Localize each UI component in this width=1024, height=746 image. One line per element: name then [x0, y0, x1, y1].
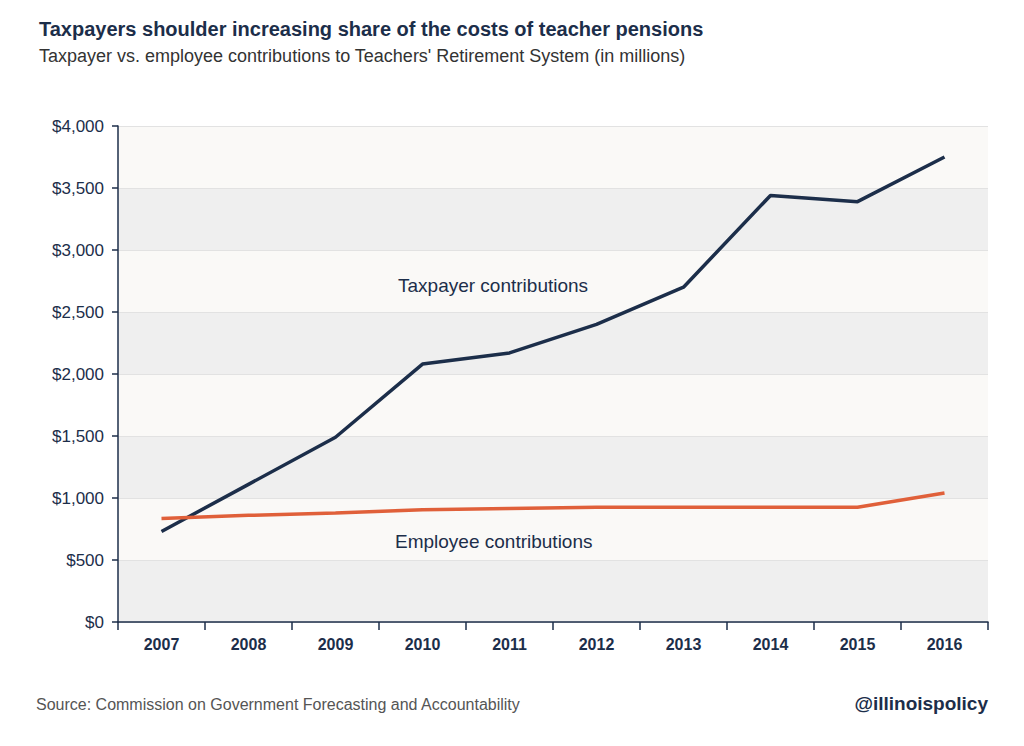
svg-text:2011: 2011 — [492, 636, 527, 653]
svg-text:$0: $0 — [85, 613, 104, 632]
svg-text:$500: $500 — [66, 551, 104, 570]
svg-text:$2,000: $2,000 — [52, 365, 104, 384]
svg-text:2013: 2013 — [666, 636, 702, 653]
svg-text:2015: 2015 — [840, 636, 876, 653]
svg-text:$3,000: $3,000 — [52, 241, 104, 260]
svg-text:$2,500: $2,500 — [52, 303, 104, 322]
svg-text:Taxpayer contributions: Taxpayer contributions — [398, 275, 588, 296]
svg-text:2014: 2014 — [753, 636, 789, 653]
svg-text:2012: 2012 — [579, 636, 615, 653]
svg-text:2010: 2010 — [405, 636, 441, 653]
svg-text:2008: 2008 — [231, 636, 267, 653]
svg-text:@illinoispolicy: @illinoispolicy — [854, 693, 988, 714]
svg-text:$3,500: $3,500 — [52, 179, 104, 198]
svg-text:$1,500: $1,500 — [52, 427, 104, 446]
svg-text:2016: 2016 — [927, 636, 963, 653]
svg-text:2009: 2009 — [318, 636, 354, 653]
svg-text:Taxpayers shoulder increasing: Taxpayers shoulder increasing share of t… — [39, 18, 703, 40]
svg-text:$1,000: $1,000 — [52, 489, 104, 508]
svg-text:Source: Commission on Governme: Source: Commission on Government Forecas… — [36, 696, 520, 713]
svg-text:$4,000: $4,000 — [52, 117, 104, 136]
svg-text:Taxpayer vs. employee contribu: Taxpayer vs. employee contributions to T… — [39, 46, 685, 66]
svg-text:2007: 2007 — [144, 636, 180, 653]
svg-text:Employee contributions: Employee contributions — [395, 531, 593, 552]
